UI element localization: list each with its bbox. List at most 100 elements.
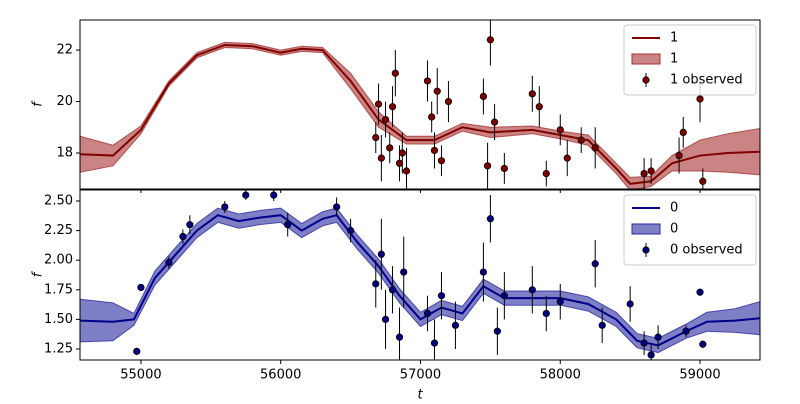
observed-point bbox=[430, 339, 439, 347]
observed-point bbox=[381, 315, 390, 323]
observed-point bbox=[395, 159, 404, 167]
observed-point bbox=[372, 133, 380, 142]
observed-point bbox=[388, 286, 397, 294]
legend: 1 1 1 observed bbox=[623, 24, 757, 96]
observed-point bbox=[451, 321, 460, 329]
observed-point bbox=[493, 327, 501, 335]
legend-label: 0 bbox=[670, 222, 678, 237]
observed-point bbox=[490, 118, 499, 126]
observed-point bbox=[479, 268, 487, 276]
observed-point bbox=[647, 167, 655, 175]
observed-point bbox=[402, 167, 411, 175]
observed-point bbox=[391, 69, 399, 77]
observed-point bbox=[377, 154, 385, 162]
observed-point bbox=[433, 87, 441, 95]
observed-point bbox=[563, 154, 571, 162]
observed-point bbox=[186, 221, 194, 229]
y-tick-label: 1.50 bbox=[44, 312, 73, 327]
observed-point bbox=[699, 340, 707, 348]
legend-label: 1 bbox=[670, 52, 678, 67]
observed-point bbox=[591, 144, 599, 152]
observed-point bbox=[679, 128, 687, 137]
y-tick-label: 20 bbox=[56, 94, 73, 109]
observed-point bbox=[165, 258, 173, 267]
x-axis-label: t bbox=[417, 388, 423, 401]
observed-point bbox=[699, 177, 707, 185]
observed-point bbox=[284, 221, 292, 229]
observed-point bbox=[483, 162, 492, 170]
observed-point bbox=[437, 157, 446, 165]
observed-point bbox=[640, 339, 648, 347]
observed-point bbox=[696, 288, 704, 296]
y-tick-label: 2.50 bbox=[44, 194, 73, 209]
plot-area bbox=[80, 190, 760, 360]
observed-point bbox=[270, 191, 278, 199]
legend: 0 0 0 observed bbox=[623, 194, 757, 266]
x-tick-label: 57000 bbox=[400, 368, 441, 383]
observed-point bbox=[542, 309, 550, 318]
x-tick-label: 58000 bbox=[540, 368, 581, 383]
legend-label: 0 observed bbox=[670, 243, 743, 258]
y-axis-label: f bbox=[31, 100, 46, 107]
observed-point bbox=[696, 95, 704, 103]
observed-point bbox=[430, 146, 439, 155]
y-tick-label: 22 bbox=[56, 43, 73, 58]
legend-box bbox=[623, 24, 757, 96]
observed-point bbox=[626, 300, 634, 308]
observed-point bbox=[598, 321, 606, 329]
observed-point bbox=[486, 215, 494, 223]
observed-point bbox=[437, 292, 446, 300]
legend-label: 1 observed bbox=[670, 73, 743, 88]
observed-point bbox=[179, 232, 187, 241]
observed-point bbox=[400, 268, 408, 276]
observed-point bbox=[535, 103, 543, 111]
observed-point bbox=[423, 309, 432, 318]
observed-point bbox=[388, 103, 397, 111]
observed-point bbox=[428, 113, 436, 121]
observed-point bbox=[577, 136, 585, 144]
plot-area bbox=[80, 20, 760, 189]
observed-point bbox=[500, 292, 508, 300]
y-tick-label: 1.25 bbox=[44, 341, 73, 356]
observed-point bbox=[486, 36, 494, 44]
observed-point bbox=[398, 149, 406, 157]
y-tick-label: 18 bbox=[56, 145, 73, 160]
observed-point bbox=[479, 92, 487, 100]
y-tick-label: 2.00 bbox=[44, 253, 73, 268]
x-tick-label: 56000 bbox=[260, 368, 301, 383]
x-tick-label: 59000 bbox=[679, 368, 720, 383]
y-tick-label: 1.75 bbox=[44, 282, 73, 297]
y-axis-label: f bbox=[31, 270, 46, 277]
observed-point bbox=[374, 100, 383, 108]
legend-marker-swatch bbox=[642, 246, 650, 254]
observed-point bbox=[675, 151, 683, 160]
observed-point bbox=[133, 347, 141, 355]
observed-point bbox=[372, 280, 380, 288]
observed-point bbox=[137, 283, 145, 292]
observed-point bbox=[647, 351, 655, 359]
observed-point bbox=[528, 286, 536, 294]
legend-band-swatch bbox=[631, 223, 661, 235]
observed-point bbox=[377, 250, 385, 258]
observed-point bbox=[395, 333, 404, 341]
observed-point bbox=[221, 203, 229, 211]
legend-label: 0 bbox=[670, 201, 678, 216]
observed-point bbox=[347, 227, 355, 235]
confidence-band bbox=[80, 41, 760, 189]
observed-point bbox=[591, 260, 599, 268]
observed-point bbox=[423, 77, 432, 85]
legend-label: 1 bbox=[670, 31, 678, 46]
observed-point bbox=[528, 90, 536, 98]
observed-point bbox=[556, 126, 564, 134]
observed-point bbox=[333, 203, 341, 211]
observed-point bbox=[500, 164, 508, 173]
legend-band-swatch bbox=[631, 53, 661, 65]
observed-point bbox=[682, 327, 690, 335]
observed-point bbox=[381, 115, 390, 124]
mean-line bbox=[80, 43, 760, 185]
y-tick-label: 2.25 bbox=[44, 223, 73, 238]
observed-point bbox=[640, 169, 648, 178]
observed-point bbox=[654, 333, 662, 341]
observed-point bbox=[444, 97, 453, 106]
